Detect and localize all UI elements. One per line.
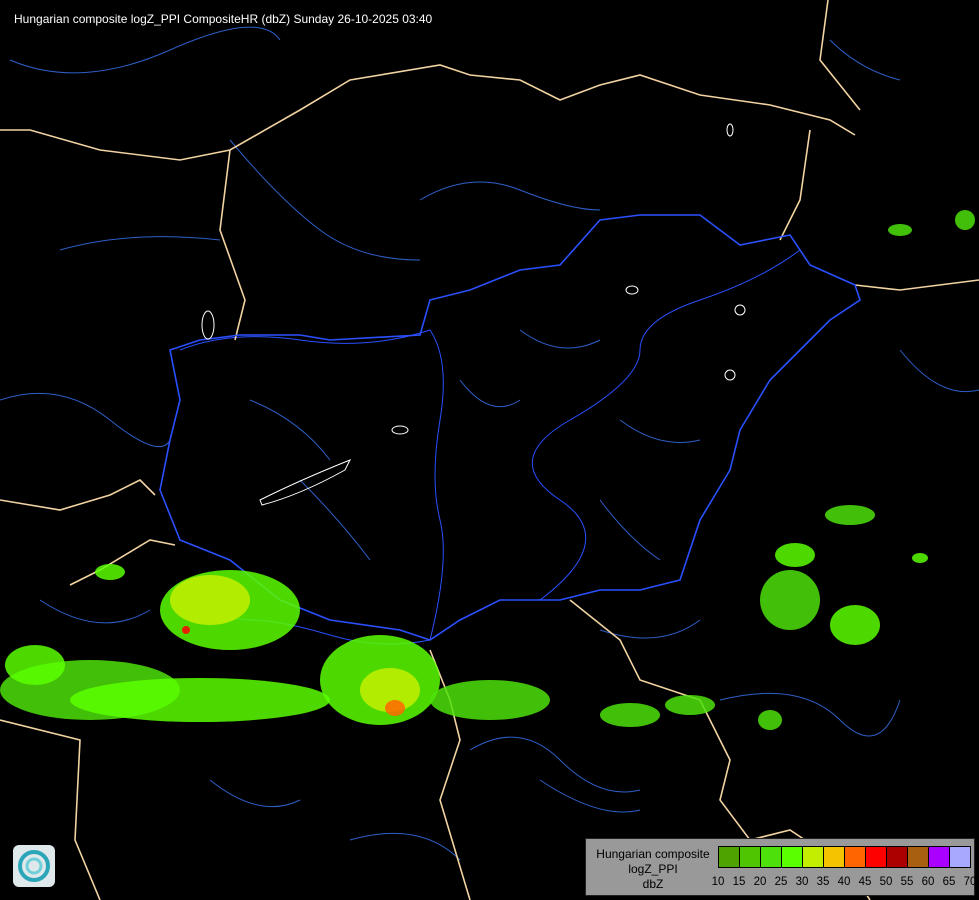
legend-line: dbZ xyxy=(642,877,664,891)
radar-echo xyxy=(170,575,250,625)
border xyxy=(854,279,979,291)
radar-echo xyxy=(665,695,715,715)
radar-echo xyxy=(830,605,880,645)
legend-tick: 15 xyxy=(732,876,746,888)
radar-echo xyxy=(775,543,815,567)
rivers-layer xyxy=(0,26,979,861)
legend-tick: 60 xyxy=(921,876,935,888)
border xyxy=(219,149,246,341)
legend-swatch xyxy=(740,847,761,867)
legend-tick: 25 xyxy=(774,876,788,888)
legend-tick: 35 xyxy=(816,876,830,888)
legend-tick: 55 xyxy=(900,876,914,888)
color-legend: Hungarian composite logZ_PPI dbZ 10 15 20 2… xyxy=(585,838,977,896)
legend-tick: 30 xyxy=(795,876,809,888)
lake xyxy=(625,285,639,295)
lakes-layer xyxy=(201,123,746,506)
radar-echo xyxy=(955,210,975,230)
radar-echo xyxy=(825,505,875,525)
legend-swatch xyxy=(866,847,887,867)
radar-echo xyxy=(360,668,420,712)
radar-echo xyxy=(385,700,405,716)
weather-service-logo xyxy=(13,845,55,887)
legend-tick: 10 xyxy=(711,876,725,888)
lake xyxy=(724,369,736,381)
legend-line: logZ_PPI xyxy=(628,862,678,876)
border xyxy=(0,479,176,586)
radar-echo xyxy=(600,703,660,727)
legend-color-bar xyxy=(718,846,971,868)
river xyxy=(0,26,979,861)
map-title: Hungarian composite logZ_PPI CompositeHR… xyxy=(14,12,433,26)
radar-echo xyxy=(888,224,912,236)
lake xyxy=(726,123,734,137)
legend-swatch xyxy=(719,847,740,867)
legend-tick: 70 xyxy=(963,876,977,888)
river-interior xyxy=(249,329,701,561)
lake-balaton xyxy=(259,459,352,506)
legend-tick: 20 xyxy=(753,876,767,888)
radar-echo xyxy=(430,680,550,720)
legend-swatch xyxy=(887,847,908,867)
lake xyxy=(201,310,215,340)
border xyxy=(0,649,471,900)
legend-swatch xyxy=(824,847,845,867)
radar-echo xyxy=(5,645,65,685)
legend-swatch xyxy=(929,847,950,867)
legend-swatch xyxy=(908,847,929,867)
legend-swatch xyxy=(761,847,782,867)
legend-swatch xyxy=(845,847,866,867)
legend-swatch xyxy=(950,847,970,867)
legend-tick: 45 xyxy=(858,876,872,888)
radar-echo xyxy=(182,626,190,634)
radar-echo xyxy=(760,570,820,630)
radar-echoes xyxy=(0,210,975,730)
lake xyxy=(391,425,409,435)
legend-tick: 65 xyxy=(942,876,956,888)
legend-swatch xyxy=(782,847,803,867)
radar-echo xyxy=(912,553,928,563)
legend-tick: 50 xyxy=(879,876,893,888)
river-tisza xyxy=(532,249,801,601)
lake xyxy=(734,304,746,316)
legend-line: Hungarian composite xyxy=(596,847,710,861)
border xyxy=(0,64,856,161)
legend-tick: 40 xyxy=(837,876,851,888)
legend-ticks: 10 15 20 25 30 35 40 45 50 55 60 65 70 xyxy=(710,876,977,890)
hungary-border xyxy=(159,214,861,641)
radar-echo xyxy=(95,564,125,580)
border xyxy=(779,0,861,241)
radar-echo xyxy=(758,710,782,730)
radar-echo xyxy=(70,678,330,722)
legend-swatch xyxy=(803,847,824,867)
